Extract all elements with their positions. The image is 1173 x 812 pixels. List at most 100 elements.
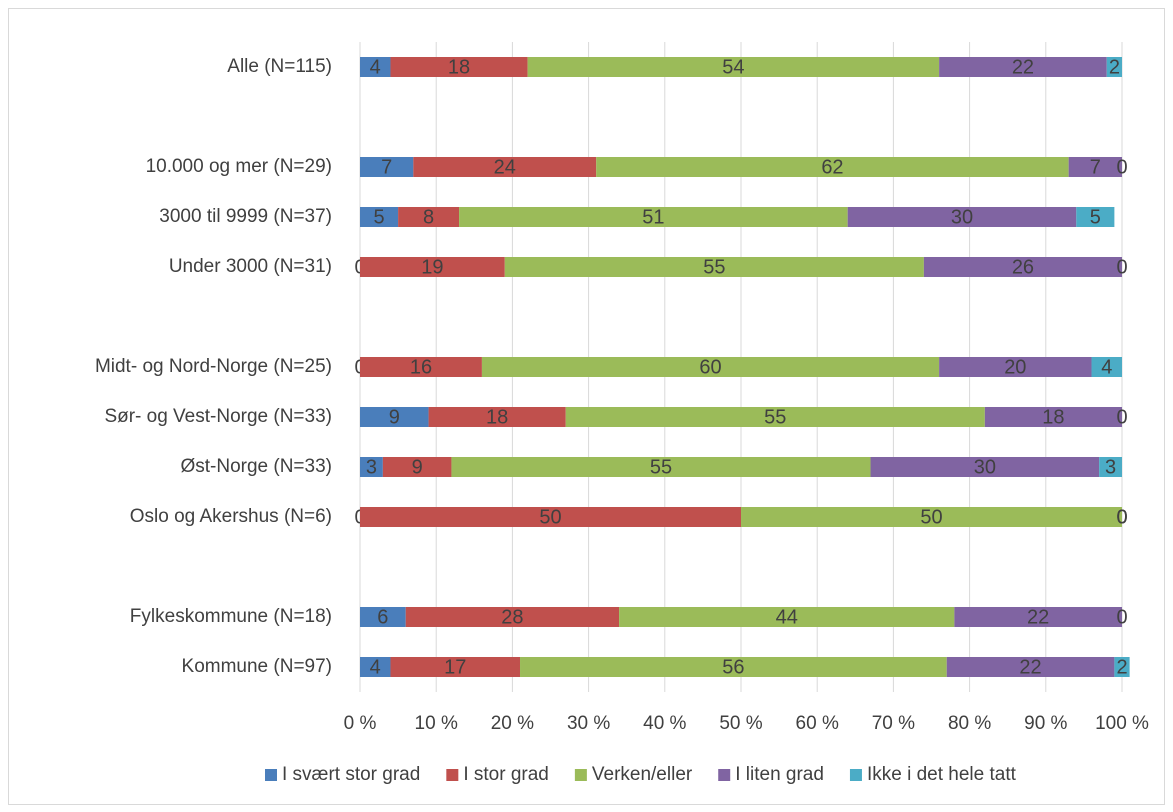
x-tick-label: 30 %	[567, 713, 610, 734]
data-label: 0	[1116, 156, 1127, 178]
bar-segment	[527, 57, 940, 77]
bar-segment	[459, 207, 848, 227]
data-label: 16	[410, 356, 432, 378]
data-label: 56	[722, 656, 744, 678]
data-label: 0	[1116, 506, 1127, 528]
data-label: 4	[370, 56, 381, 78]
data-label: 4	[370, 656, 381, 678]
bar-segment	[451, 457, 871, 477]
bar-segment	[504, 257, 924, 277]
bar-segment	[1114, 657, 1130, 677]
x-tick-label: 0 %	[344, 713, 377, 734]
bar-segment	[398, 207, 460, 227]
data-label: 18	[448, 56, 470, 78]
data-label: 50	[539, 506, 561, 528]
data-label: 5	[373, 206, 384, 228]
bar-segment	[360, 357, 482, 377]
y-tick-label: Kommune (N=97)	[182, 656, 332, 677]
bar-segment	[923, 257, 1122, 277]
bar-segment	[360, 607, 406, 627]
bar-segment	[565, 407, 985, 427]
bar-segment	[1068, 157, 1122, 177]
bar-segment	[520, 657, 947, 677]
bar-segment	[360, 57, 391, 77]
legend-swatch	[446, 769, 459, 781]
data-label: 24	[494, 156, 516, 178]
data-label: 0	[1116, 606, 1127, 628]
data-label: 3	[366, 456, 377, 478]
data-label: 55	[764, 406, 786, 428]
bar-segment	[1091, 357, 1122, 377]
bar-segment	[939, 357, 1092, 377]
x-tick-label: 60 %	[796, 713, 839, 734]
data-label: 28	[501, 606, 523, 628]
data-label: 22	[1019, 656, 1041, 678]
bar-segment	[870, 457, 1100, 477]
data-label: 7	[1090, 156, 1101, 178]
data-label: 51	[642, 206, 664, 228]
data-label: 30	[974, 456, 996, 478]
data-label: 17	[444, 656, 466, 678]
data-label: 19	[421, 256, 443, 278]
legend-swatch	[849, 769, 862, 781]
y-tick-label: Under 3000 (N=31)	[169, 256, 332, 277]
data-label: 0	[1116, 406, 1127, 428]
y-tick-label: 3000 til 9999 (N=37)	[159, 206, 332, 227]
bar-segment	[1106, 57, 1122, 77]
data-label: 44	[776, 606, 798, 628]
data-label: 2	[1116, 656, 1127, 678]
bar-segment	[741, 507, 1122, 527]
bar-segment	[360, 407, 429, 427]
data-label: 55	[650, 456, 672, 478]
bar-segment	[405, 607, 620, 627]
bar-segment	[360, 507, 741, 527]
data-label: 0	[1116, 256, 1127, 278]
bar-segment	[939, 57, 1107, 77]
bar-segment	[428, 407, 566, 427]
legend-swatch	[718, 769, 731, 781]
y-tick-label: Alle (N=115)	[227, 56, 332, 77]
x-tick-label: 50 %	[719, 713, 762, 734]
bar-segment	[413, 157, 597, 177]
legend-label: I liten grad	[735, 764, 824, 785]
bar-segment	[946, 657, 1115, 677]
y-tick-label: Oslo og Akershus (N=6)	[130, 506, 332, 527]
data-label: 60	[699, 356, 721, 378]
data-label: 9	[412, 456, 423, 478]
bar-segment	[360, 257, 505, 277]
data-label: 18	[486, 406, 508, 428]
y-tick-label: Fylkeskommune (N=18)	[130, 606, 332, 627]
x-tick-label: 40 %	[643, 713, 686, 734]
data-label: 18	[1042, 406, 1064, 428]
legend-label: Ikke i det hele tatt	[867, 764, 1017, 785]
data-label: 4	[1101, 356, 1112, 378]
y-tick-label: Sør- og Vest-Norge (N=33)	[104, 406, 332, 427]
data-label: 9	[389, 406, 400, 428]
bar-segment	[382, 457, 452, 477]
bar-segment	[954, 607, 1122, 627]
bar-segment	[596, 157, 1069, 177]
data-label: 7	[381, 156, 392, 178]
bar-segment	[1099, 457, 1122, 477]
legend-swatch	[574, 769, 587, 781]
x-tick-label: 80 %	[948, 713, 991, 734]
data-label: 50	[920, 506, 942, 528]
bar-segment	[390, 57, 528, 77]
legend-label: I stor grad	[463, 764, 549, 785]
y-tick-label: 10.000 og mer (N=29)	[146, 156, 332, 177]
x-tick-label: 10 %	[415, 713, 458, 734]
legend-swatch	[265, 769, 277, 781]
bar-segment	[481, 357, 940, 377]
x-tick-label: 90 %	[1024, 713, 1067, 734]
y-tick-label: Øst-Norge (N=33)	[180, 456, 332, 477]
data-label: 54	[722, 56, 744, 78]
bar-segment	[360, 457, 383, 477]
bar-segment	[847, 207, 1077, 227]
bar-segment	[360, 207, 399, 227]
data-label: 5	[1090, 206, 1101, 228]
x-tick-label: 100 %	[1095, 713, 1149, 734]
bar-segment	[390, 657, 521, 677]
bar-segment	[619, 607, 955, 627]
bar-segment	[984, 407, 1122, 427]
